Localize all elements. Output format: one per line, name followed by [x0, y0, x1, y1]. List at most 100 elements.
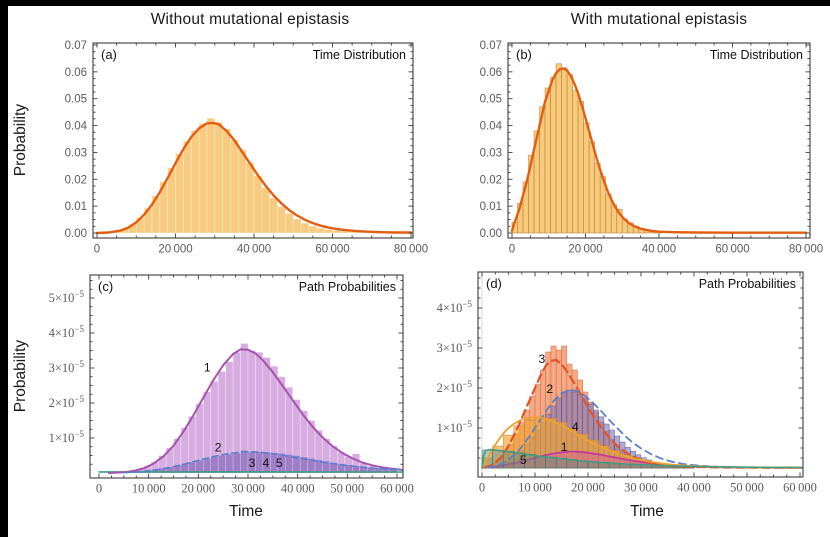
x-tick-label: 60 000: [315, 244, 349, 256]
hist-bar: [550, 76, 557, 234]
x-tick-label: 40 000: [237, 244, 271, 256]
path-2-curve: [486, 389, 803, 469]
x-tick-label: 0: [96, 482, 102, 496]
hist-bar: [222, 128, 231, 234]
ticks: [478, 272, 803, 477]
hist-bar: [555, 63, 562, 234]
panel-tag-a: (a): [101, 47, 117, 62]
y-tick-label: 0.07: [65, 40, 87, 52]
path-label-3: 3: [539, 352, 546, 366]
y-tick-label: 4×10−5: [437, 299, 473, 315]
time-histogram: [511, 63, 662, 234]
hist-bar: [183, 140, 192, 234]
path-label-1: 1: [561, 440, 568, 454]
path-label-4: 4: [263, 456, 270, 470]
ticks: [90, 275, 403, 478]
x-tick-label: 20 000: [181, 482, 215, 496]
hist-bar: [210, 456, 219, 474]
hist-bar: [324, 229, 333, 234]
hist-bar: [225, 453, 234, 474]
y-tick-label: 0.03: [480, 147, 502, 159]
y-tick-label: 3×10−5: [49, 359, 85, 375]
x-tick-label: 20 000: [568, 244, 602, 256]
y-tick-label: 0.04: [480, 121, 503, 133]
panel-d: 0 10 000 20 000 30 000 40 000 50 000 60 000 1×1…: [437, 271, 817, 495]
hist-bar: [544, 87, 551, 234]
x-axis-label-panel-c: Time: [229, 503, 263, 520]
path-label-2: 2: [546, 382, 553, 396]
path-5-curve: [481, 448, 803, 469]
y-tick-label: 0.02: [480, 174, 502, 186]
path-4-curve: [481, 416, 803, 469]
hist-bar: [198, 123, 208, 234]
hist-bar: [214, 122, 223, 234]
x-tick-label: 0: [94, 244, 100, 256]
ticks: [508, 43, 810, 238]
y-tick-label: 5×10−5: [49, 289, 85, 305]
hist-bar: [340, 231, 349, 234]
path-label-5: 5: [276, 456, 283, 470]
y-tick-label: 0.05: [65, 94, 87, 106]
panel-c-plot-area: [98, 343, 403, 474]
hist-bar: [245, 162, 255, 234]
panel-a-plot-area: [95, 118, 413, 235]
hist-bar: [566, 74, 573, 234]
y-tick-label: 3×10−5: [437, 339, 473, 355]
panel-tag-c: (c): [98, 279, 113, 294]
y-tick-label: 1×10−5: [437, 419, 473, 435]
hist-bar: [240, 450, 249, 474]
path-label-4: 4: [572, 420, 579, 434]
hist-bar: [277, 206, 286, 234]
time-pdf-curve: [510, 67, 808, 234]
y-tick-label: 0.03: [65, 147, 87, 159]
x-axis-label-panel-d: Time: [630, 503, 664, 520]
y-tick-label: 0.01: [480, 201, 502, 213]
path-label-2: 2: [215, 440, 222, 454]
hist-bar: [502, 450, 515, 469]
y-tick-label: 0.05: [480, 94, 502, 106]
hist-bar: [238, 149, 247, 234]
path-1-curve: [107, 348, 403, 474]
hist-bar: [175, 153, 184, 234]
hist-bar: [572, 90, 579, 234]
x-tick-label: 50 000: [330, 482, 364, 496]
x-tick-label: 30 000: [231, 482, 265, 496]
time-pdf-curve: [95, 121, 413, 235]
path-label-1: 1: [204, 361, 211, 375]
path-1-histogram: [106, 343, 398, 474]
panel-d-plot-area: [481, 272, 803, 477]
hist-bar: [269, 197, 278, 234]
x-tick-label: 80 000: [789, 244, 823, 256]
panel-tag-b: (b): [516, 47, 532, 62]
panel-frame: [92, 42, 414, 239]
panel-corner-label: Time Distribution: [710, 48, 803, 62]
hist-bar: [217, 455, 226, 474]
hist-bar: [594, 162, 601, 234]
hist-bar: [261, 187, 271, 234]
x-tick-label: 60 000: [783, 481, 817, 495]
x-tick-label: 40 000: [642, 244, 676, 256]
hist-bar: [292, 218, 302, 234]
hist-bar: [285, 213, 294, 234]
hist-bar: [561, 67, 568, 234]
hist-bar: [230, 139, 239, 234]
x-tick-label: 10 000: [518, 481, 552, 495]
y-tick-label: 0.01: [65, 201, 87, 213]
x-tick-label: 60 000: [380, 482, 414, 496]
hist-bar: [534, 455, 546, 469]
x-tick-label: 0: [479, 481, 485, 495]
hist-bar: [253, 175, 263, 234]
panel-c: 0 10 000 20 000 30 000 40 000 50 000 60 000 1×1…: [49, 274, 414, 496]
column-title-without-epistasis: Without mutational epistasis: [150, 11, 350, 28]
x-tick-label: 10 000: [132, 482, 166, 496]
panel-corner-label: Path Probabilities: [699, 277, 796, 291]
time-histogram: [96, 118, 412, 234]
hist-bar: [206, 118, 216, 234]
path-label-3: 3: [249, 456, 256, 470]
hist-bar: [195, 459, 204, 474]
panel-tag-d: (d): [486, 276, 502, 291]
hist-bar: [232, 452, 241, 474]
x-tick-label: 80 000: [394, 244, 428, 256]
